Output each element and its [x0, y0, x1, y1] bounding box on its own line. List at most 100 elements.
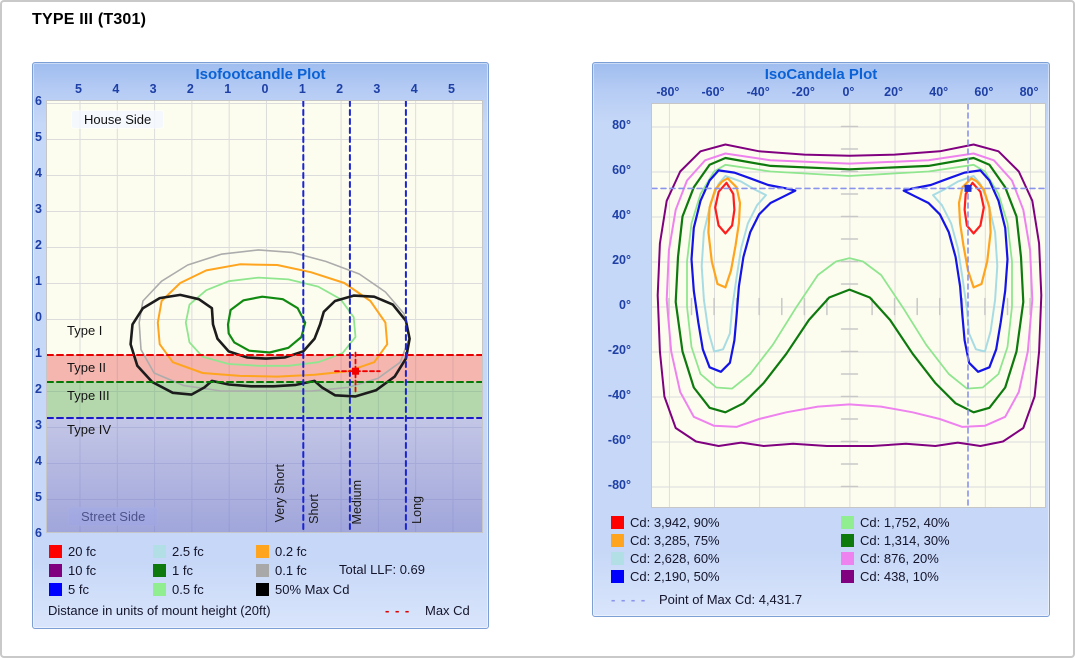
legend-item-label: Cd: 438, 10% [860, 568, 939, 584]
ifc-y-tick: 2 [35, 382, 42, 396]
legend-item: 2.5 fc [153, 543, 204, 559]
icd-x-tick: 0° [842, 85, 855, 99]
isocandela-plot-title: IsoCandela Plot [764, 66, 878, 83]
point-of-max-cd-dash-sample: - - - - [611, 592, 647, 607]
ifc-y-tick: 5 [35, 490, 42, 504]
legend-swatch [841, 515, 854, 529]
legend-swatch [611, 515, 624, 529]
legend-item: Cd: 2,628, 60% [611, 550, 720, 566]
ifc-x-tick: 1 [298, 82, 306, 96]
ifc-x-tick: 2 [336, 82, 344, 96]
icd-x-tick: 60° [974, 85, 994, 99]
ifc-y-tick: 5 [35, 130, 42, 144]
reach-label-1: Very Short [273, 463, 287, 522]
icd-y-tick: -20° [607, 342, 631, 357]
ifc-y-tick: 1 [35, 274, 42, 288]
ifc-y-tick: 2 [35, 238, 42, 252]
legend-item: 0.5 fc [153, 581, 204, 597]
legend-item-label: 5 fc [68, 581, 89, 597]
reach-label-4: Long [410, 496, 424, 524]
legend-swatch [841, 569, 854, 583]
ifc-x-tick: 5 [75, 82, 82, 96]
legend-item-label: 0.1 fc [275, 562, 307, 578]
legend-item-label: 0.2 fc [275, 543, 307, 559]
ifc-x-tick: 2 [186, 82, 194, 96]
legend-swatch [611, 533, 624, 547]
max-cd-dash-sample: - - - [385, 603, 411, 618]
distance-units-footnote: Distance in units of mount height (20ft) [48, 603, 271, 618]
ifc-y-tick: 0 [35, 310, 42, 324]
legend-item: Cd: 2,190, 50% [611, 568, 720, 584]
legend-item: 20 fc [49, 543, 96, 559]
ifc-x-tick: 5 [448, 82, 455, 96]
isocandela-panel: IsoCandela Plot - - - - Point of Max Cd:… [592, 62, 1050, 617]
ifc-x-tick: 1 [224, 82, 232, 96]
zone-label-2: Type II [67, 360, 107, 375]
icd-x-tick: 40° [929, 85, 949, 99]
legend-item-label: 1 fc [172, 562, 193, 578]
icd-y-tick: 0° [619, 297, 631, 312]
legend-item-label: Cd: 3,942, 90% [630, 514, 720, 530]
legend-item-label: 0.5 fc [172, 581, 204, 597]
legend-swatch [841, 551, 854, 565]
ifc-y-tick: 6 [35, 94, 42, 108]
legend-swatch [256, 582, 269, 596]
ifc-y-tick: 6 [35, 526, 42, 540]
ifc-x-tick: 4 [410, 82, 418, 96]
icd-y-tick: 20° [612, 252, 631, 267]
point-of-max-cd-marker [964, 184, 972, 192]
total-llf-value: Total LLF: 0.69 [339, 562, 425, 577]
page-title: TYPE III (T301) [32, 11, 147, 28]
legend-item-label: Cd: 2,628, 60% [630, 550, 720, 566]
legend-item-label: Cd: 3,285, 75% [630, 532, 720, 548]
legend-swatch [49, 582, 62, 596]
legend-item-label: 2.5 fc [172, 543, 204, 559]
legend-item-label: 10 fc [68, 562, 97, 578]
house-side-label: House Side [72, 111, 164, 128]
type-ii-zone-band [47, 355, 482, 382]
legend-swatch [49, 563, 62, 577]
ifc-x-tick: 3 [373, 82, 381, 96]
icd-x-tick: -60° [701, 85, 725, 99]
icd-x-tick: -80° [656, 85, 680, 99]
legend-swatch [841, 533, 854, 547]
legend-swatch [611, 551, 624, 565]
legend-swatch [49, 544, 62, 558]
icd-x-tick: 20° [884, 85, 904, 99]
type-iv-zone-band [47, 418, 482, 532]
legend-item: 0.2 fc [256, 543, 307, 559]
isocandela-plot-area [651, 103, 1046, 508]
icd-x-tick: 80° [1019, 85, 1039, 99]
legend-swatch [153, 582, 166, 596]
legend-swatch [153, 563, 166, 577]
legend-item-label: Cd: 2,190, 50% [630, 568, 720, 584]
legend-item-label: Cd: 1,314, 30% [860, 532, 950, 548]
legend-item: Cd: 3,942, 90% [611, 514, 720, 530]
isofootcandle-panel: Isofootcandle Plot House Side Street Sid… [32, 62, 489, 629]
reach-label-3: Medium [350, 479, 364, 524]
isocandela-contours [652, 104, 1045, 507]
zone-label-1: Type I [67, 323, 103, 338]
ifc-x-tick: 3 [149, 82, 157, 96]
icd-y-tick: 60° [612, 162, 631, 177]
ifc-y-tick: 3 [35, 418, 42, 432]
ifc-x-tick: 4 [112, 82, 120, 96]
icd-x-tick: -20° [791, 85, 815, 99]
point-of-max-cd-label: Point of Max Cd: 4,431.7 [659, 592, 803, 607]
isofootcandle-plot-title: Isofootcandle Plot [195, 66, 326, 83]
legend-item: 10 fc [49, 562, 96, 578]
ifc-y-tick: 3 [35, 202, 42, 216]
icd-y-tick: 40° [612, 207, 631, 222]
legend-item: 50% Max Cd [256, 581, 349, 597]
ifc-x-tick: 0 [261, 82, 269, 96]
zone-label-4: Type IV [67, 422, 112, 437]
legend-item: 1 fc [153, 562, 193, 578]
legend-item-label: 20 fc [68, 543, 97, 559]
legend-swatch [256, 544, 269, 558]
legend-item-label: 50% Max Cd [275, 581, 350, 597]
max-cd-legend-label: Max Cd [425, 603, 470, 618]
legend-item: Cd: 876, 20% [841, 550, 939, 566]
icd-y-tick: -40° [607, 387, 631, 402]
